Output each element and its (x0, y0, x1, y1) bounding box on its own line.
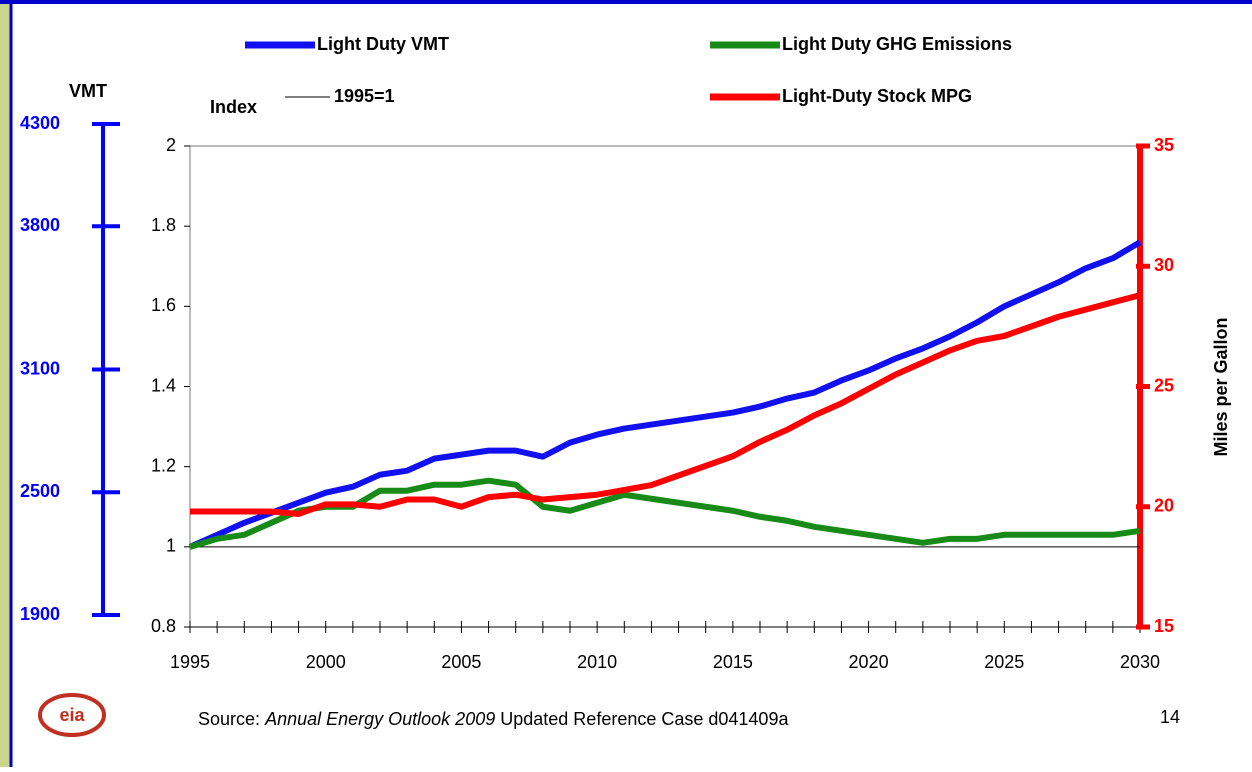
y2-axis-label: Miles per Gallon (1211, 317, 1231, 456)
side-strip (0, 0, 10, 767)
legend-label: Light-Duty Stock MPG (782, 86, 972, 106)
x-tick-label: 2000 (306, 652, 346, 672)
y-tick-label: 1 (166, 536, 176, 556)
x-tick-label: 2005 (441, 652, 481, 672)
logo-ring (38, 693, 106, 737)
vmt-tick-label: 4300 (20, 113, 60, 133)
x-tick-label: 2030 (1120, 652, 1160, 672)
page-number: 14 (1160, 707, 1180, 727)
y2-tick-label: 15 (1154, 616, 1174, 636)
y2-tick-label: 30 (1154, 255, 1174, 275)
y-tick-label: 1.2 (151, 455, 176, 475)
vmt-tick-label: 3100 (20, 358, 60, 378)
vmt-tick-label: 1900 (20, 604, 60, 624)
y2-tick-label: 35 (1154, 135, 1174, 155)
series-line (190, 292, 1141, 517)
y-tick-label: 0.8 (151, 616, 176, 636)
x-tick-label: 1995 (170, 652, 210, 672)
legend-label: Light Duty VMT (317, 34, 449, 54)
vmt-axis-label: VMT (69, 81, 107, 101)
y-tick-label: 1.4 (151, 375, 176, 395)
y-tick-label: 2 (166, 135, 176, 155)
y2-tick-label: 25 (1154, 375, 1174, 395)
x-tick-label: 2020 (849, 652, 889, 672)
y-tick-label: 1.6 (151, 295, 176, 315)
y2-tick-label: 20 (1154, 496, 1174, 516)
x-tick-label: 2010 (577, 652, 617, 672)
source-suffix: Updated Reference Case d041409a (500, 709, 789, 729)
legend-label: 1995=1 (334, 86, 395, 106)
source-title: Annual Energy Outlook 2009 (264, 709, 495, 729)
logo: eia (59, 705, 85, 725)
vmt-tick-label: 2500 (20, 481, 60, 501)
source: Source: Annual Energy Outlook 2009 Updat… (198, 709, 789, 729)
series-line (188, 239, 1142, 550)
legend-label: Light Duty GHG Emissions (782, 34, 1012, 54)
vmt-tick-label: 3800 (20, 215, 60, 235)
x-tick-label: 2015 (713, 652, 753, 672)
source-prefix: Source: (198, 709, 260, 729)
y-axis-label: Index (210, 97, 257, 117)
y-tick-label: 1.8 (151, 215, 176, 235)
x-tick-label: 2025 (984, 652, 1024, 672)
